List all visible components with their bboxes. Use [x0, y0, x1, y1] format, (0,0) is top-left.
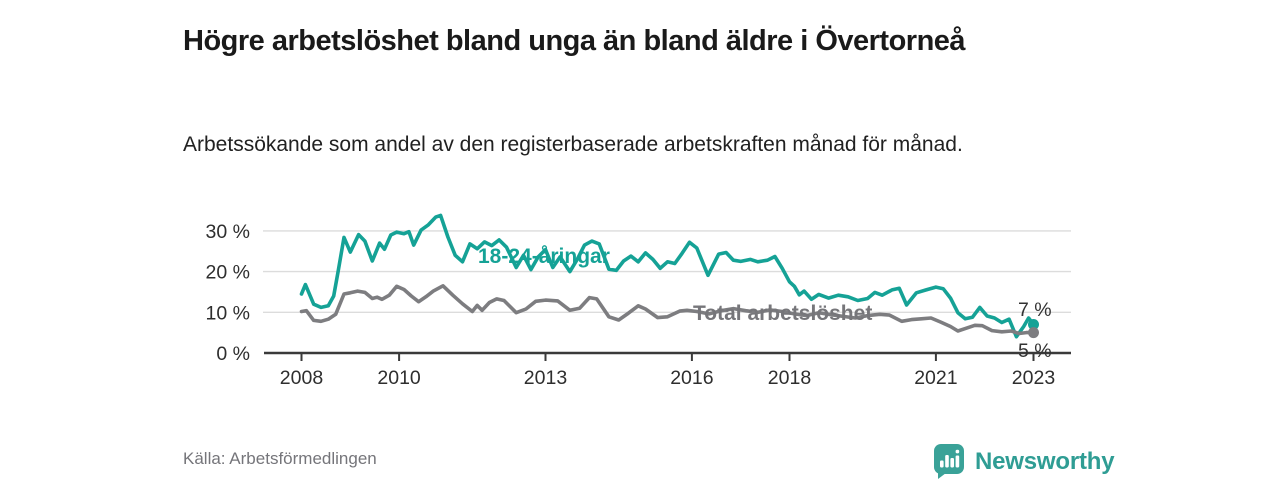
- x-axis-tick-label: 2010: [377, 367, 421, 389]
- x-axis-tick-label: 2008: [280, 367, 323, 389]
- newsworthy-logo: Newsworthy: [933, 443, 1115, 480]
- series-label-total: Total arbetslöshet: [693, 302, 872, 325]
- page-title: Högre arbetslöshet bland unga än bland ä…: [183, 25, 966, 58]
- source-text: Källa: Arbetsförmedlingen: [183, 449, 377, 468]
- brand-name: Newsworthy: [975, 447, 1115, 475]
- y-axis-tick-label: 0 %: [216, 343, 250, 365]
- x-axis-tick-label: 2021: [914, 367, 957, 389]
- end-value-label-total: 5 %: [1018, 340, 1052, 362]
- x-axis-tick-label: 2016: [670, 367, 713, 389]
- newsworthy-bubble-chart-icon: [934, 444, 964, 479]
- end-value-label-young: 7 %: [1018, 299, 1052, 321]
- y-axis-tick-label: 30 %: [206, 221, 250, 243]
- page-subtitle: Arbetssökande som andel av den registerb…: [183, 133, 963, 156]
- series-end-dot-total: [1028, 327, 1039, 339]
- series-end-dot-young: [1028, 319, 1039, 331]
- x-axis-tick-label: 2023: [1012, 367, 1055, 389]
- series-label-young: 18-24-åringar: [478, 245, 610, 268]
- y-axis-tick-label: 20 %: [206, 262, 250, 284]
- x-axis-tick-label: 2018: [768, 367, 811, 389]
- series-line-young: [299, 213, 1036, 339]
- series-line-total: [299, 283, 1036, 336]
- y-axis-tick-label: 10 %: [206, 302, 250, 324]
- x-axis-tick-label: 2013: [524, 367, 567, 389]
